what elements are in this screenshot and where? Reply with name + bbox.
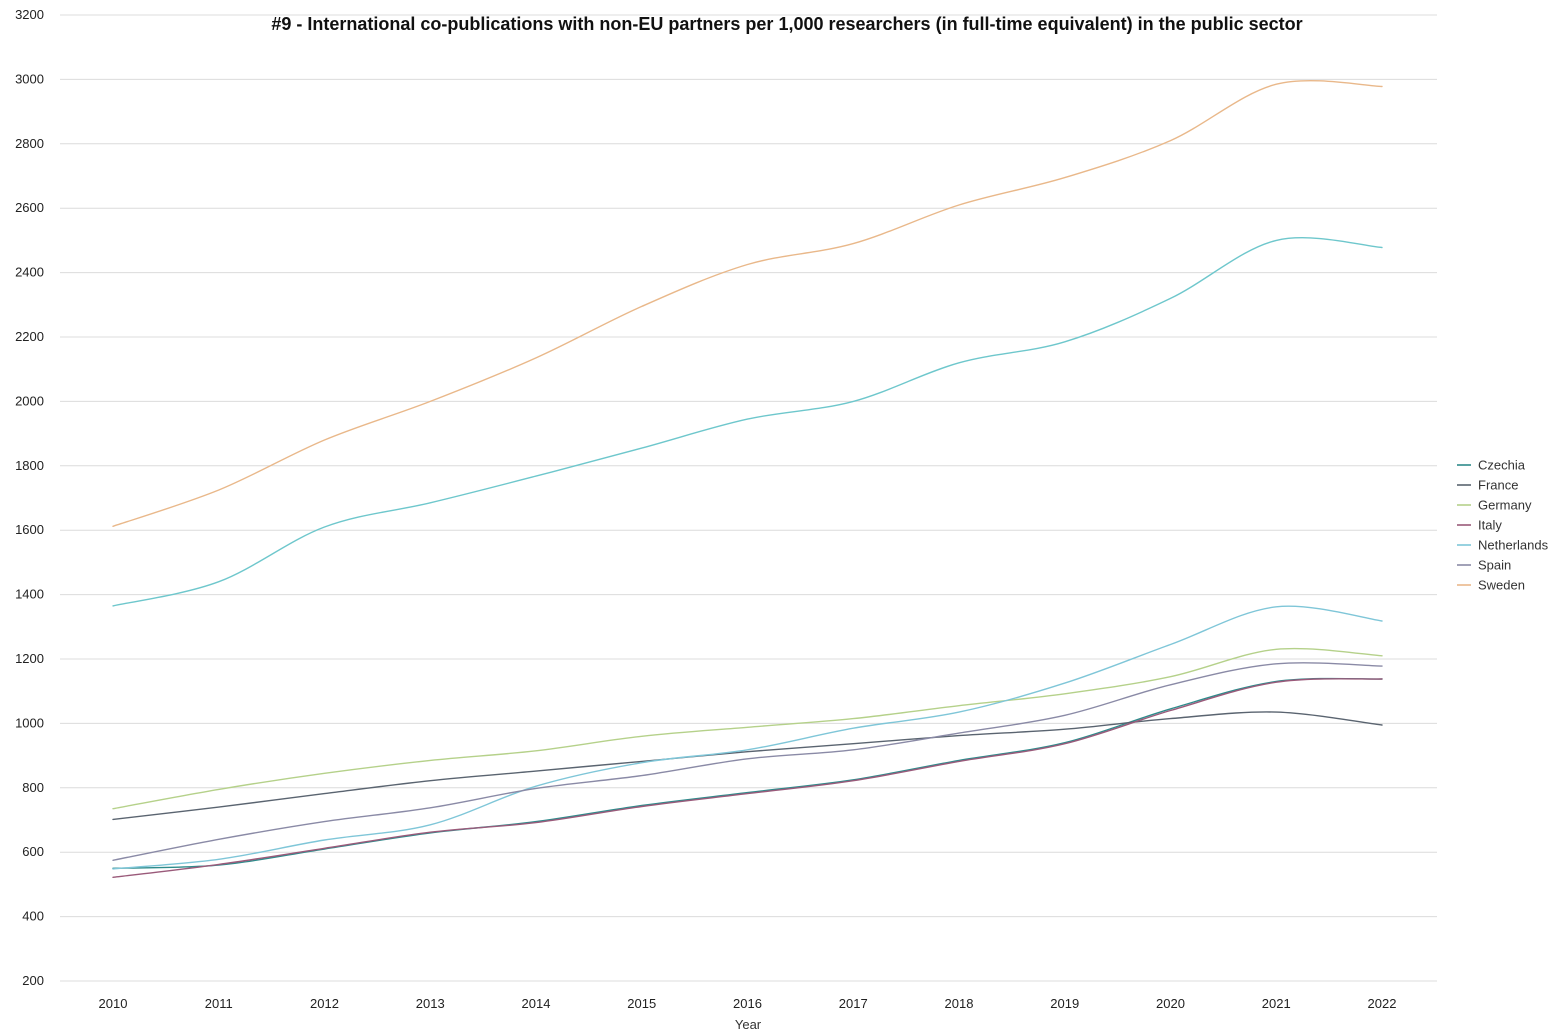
series-line-france	[112, 711, 1383, 821]
legend: Czechia France Germany Italy Netherlands Spai…	[1457, 458, 1549, 593]
y-tick-label: 400	[22, 909, 44, 924]
x-tick-label: 2013	[416, 996, 445, 1011]
x-tick-label: 2012	[310, 996, 339, 1011]
x-tick-label: 2022	[1368, 996, 1397, 1011]
x-tick-label: 2020	[1156, 996, 1185, 1011]
y-tick-label: 2200	[15, 329, 44, 344]
x-tick-label: 2019	[1050, 996, 1079, 1011]
y-tick-label: 200	[22, 973, 44, 988]
y-tick-label: 3200	[15, 7, 44, 22]
x-tick-label: 2014	[522, 996, 551, 1011]
series-lines	[112, 79, 1383, 878]
y-tick-label: 1600	[15, 522, 44, 537]
legend-label-czechia: Czechia	[1478, 458, 1526, 473]
series-line-spain	[112, 662, 1383, 861]
x-tick-label: 2010	[99, 996, 128, 1011]
series-line-italy	[112, 678, 1383, 878]
grid	[60, 14, 1437, 982]
x-axis-ticks: 2010 2011 2012 2013 2014 2015 2016 2017 2018 2019…	[99, 996, 1397, 1011]
series-line-netherlands	[112, 605, 1383, 870]
legend-label-france: France	[1478, 478, 1518, 493]
y-tick-label: 800	[22, 780, 44, 795]
y-tick-label: 1200	[15, 651, 44, 666]
y-tick-label: 1400	[15, 587, 44, 602]
legend-label-italy: Italy	[1478, 518, 1502, 533]
x-tick-label: 2021	[1262, 996, 1291, 1011]
x-tick-label: 2016	[733, 996, 762, 1011]
legend-label-spain: Spain	[1478, 558, 1511, 573]
x-tick-label: 2018	[945, 996, 974, 1011]
x-tick-label: 2017	[839, 996, 868, 1011]
y-tick-label: 3000	[15, 71, 44, 86]
legend-label-germany: Germany	[1478, 498, 1532, 513]
legend-label-sweden: Sweden	[1478, 578, 1525, 593]
y-tick-label: 2000	[15, 393, 44, 408]
y-tick-label: 2800	[15, 136, 44, 151]
y-tick-label: 600	[22, 844, 44, 859]
y-tick-label: 2600	[15, 200, 44, 215]
chart-title: #9 - International co-publications with …	[271, 14, 1302, 34]
y-tick-label: 1800	[15, 458, 44, 473]
series-line-sweden	[112, 79, 1383, 527]
x-axis-label: Year	[735, 1017, 762, 1032]
legend-label-netherlands: Netherlands	[1478, 538, 1549, 553]
series-line-series-8	[112, 237, 1383, 607]
x-tick-label: 2015	[627, 996, 656, 1011]
series-line-germany	[112, 647, 1383, 810]
series-line-czechia	[112, 677, 1383, 869]
y-tick-label: 1000	[15, 715, 44, 730]
x-tick-label: 2011	[205, 996, 233, 1011]
y-tick-label: 2400	[15, 265, 44, 280]
y-axis-ticks: 200 400 600 800 1000 1200 1400 1600 1800 2000 2200…	[15, 7, 44, 988]
